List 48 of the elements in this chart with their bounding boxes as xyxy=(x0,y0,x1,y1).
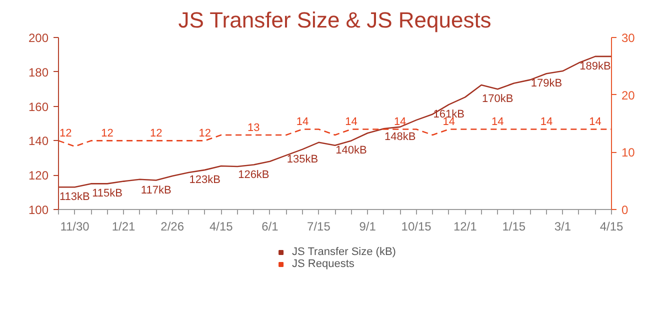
data-label: 14 xyxy=(492,116,504,128)
y2-tick-label: 20 xyxy=(622,88,636,102)
x-tick-label: 10/15 xyxy=(401,220,432,234)
data-label: 13 xyxy=(248,122,260,134)
data-label: 14 xyxy=(540,116,553,128)
data-label: 189kB xyxy=(580,60,611,72)
data-label: 12 xyxy=(150,128,162,140)
data-label: 14 xyxy=(296,116,309,128)
x-tick-label: 7/15 xyxy=(307,220,331,234)
y-tick-label: 120 xyxy=(28,168,49,183)
data-label: 14 xyxy=(442,116,455,128)
data-label: 14 xyxy=(589,116,602,128)
data-label: 135kB xyxy=(286,153,318,166)
x-tick-label: 4/15 xyxy=(209,220,234,234)
data-label: 126kB xyxy=(238,168,270,181)
y-tick-label: 200 xyxy=(28,31,49,45)
legend-label: JS Requests xyxy=(292,258,354,270)
data-label: 12 xyxy=(198,128,212,140)
data-label: 14 xyxy=(345,116,358,128)
data-label: 115kB xyxy=(92,188,122,200)
x-tick-label: 1/15 xyxy=(502,220,526,234)
data-label: 170kB xyxy=(482,93,514,106)
y-tick-label: 100 xyxy=(28,203,49,217)
x-tick-label: 6/1 xyxy=(262,220,279,234)
data-label: 148kB xyxy=(384,130,416,143)
y2-tick-label: 30 xyxy=(622,31,636,45)
data-label: 12 xyxy=(101,128,114,140)
data-label: 14 xyxy=(394,116,406,128)
y-tick-label: 140 xyxy=(28,134,49,148)
x-tick-label: 11/30 xyxy=(60,220,90,234)
y2-tick-label: 10 xyxy=(622,146,636,160)
chart-title: JS Transfer Size & JS Requests xyxy=(178,8,492,32)
data-label: 117kB xyxy=(140,184,172,196)
x-tick-label: 9/1 xyxy=(359,220,376,234)
x-tick-label: 3/1 xyxy=(554,220,572,234)
data-label: 140kB xyxy=(336,144,367,157)
data-label: 179kB xyxy=(530,78,562,90)
y2-tick-label: 0 xyxy=(622,203,628,217)
data-label: 123kB xyxy=(189,174,220,186)
x-tick-label: 12/1 xyxy=(453,220,478,234)
legend-label: JS Transfer Size (kB) xyxy=(292,246,396,258)
x-tick-label: 1/21 xyxy=(112,220,136,234)
data-label: 113kB xyxy=(60,191,90,204)
x-tick-label: 2/26 xyxy=(160,220,184,234)
y-tick-label: 160 xyxy=(28,100,49,114)
data-label: 12 xyxy=(60,128,72,140)
x-tick-label: 4/15 xyxy=(600,220,624,234)
y-tick-label: 180 xyxy=(28,65,49,80)
